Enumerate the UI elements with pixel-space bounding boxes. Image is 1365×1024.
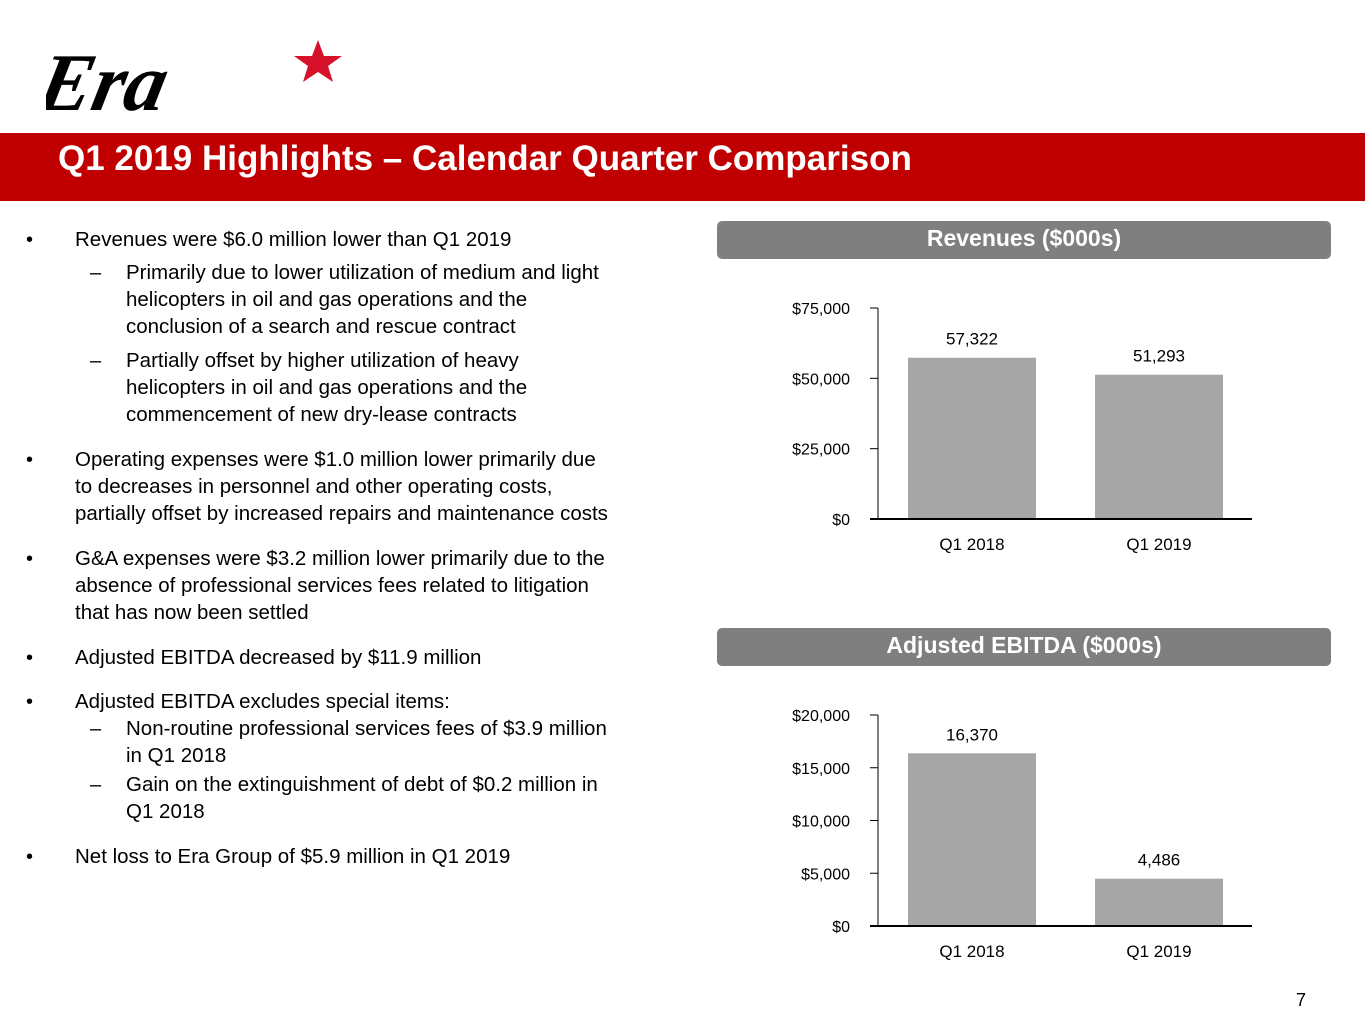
sub-bullet-marker: – bbox=[90, 262, 102, 284]
y-tick-label: $0 bbox=[832, 512, 850, 529]
bullet-text: absence of professional services fees re… bbox=[75, 574, 589, 597]
y-tick-label: $10,000 bbox=[792, 814, 850, 831]
bar-value-label: 4,486 bbox=[1138, 851, 1181, 870]
page-number: 7 bbox=[1296, 990, 1307, 1010]
sub-bullet-text: Partially offset by higher utilization o… bbox=[126, 349, 519, 372]
sub-bullet-marker: – bbox=[90, 718, 102, 740]
sub-bullet-text: helicopters in oil and gas operations an… bbox=[126, 288, 528, 311]
sub-bullet-text: Q1 2018 bbox=[126, 800, 205, 823]
revenues-bar-chart: $0 $25,000 $50,000 $75,000 57,322 Q1 2018 51,2… bbox=[792, 301, 1252, 554]
bar-value-label: 57,322 bbox=[946, 330, 998, 349]
bar bbox=[908, 357, 1036, 519]
category-label: Q1 2019 bbox=[1126, 942, 1191, 961]
bullet-text: Revenues were $6.0 million lower than Q1… bbox=[75, 228, 512, 251]
bullet-marker: • bbox=[26, 449, 34, 471]
star-icon bbox=[294, 40, 342, 82]
bullet-text: Net loss to Era Group of $5.9 million in… bbox=[75, 845, 511, 868]
y-tick-label: $25,000 bbox=[792, 442, 850, 459]
page-title: Q1 2019 Highlights – Calendar Quarter Co… bbox=[58, 139, 912, 178]
revenues-chart-title: Revenues ($000s) bbox=[926, 225, 1122, 251]
ebitda-chart: $0 $5,000 $10,000 $15,000 $20,000 16,370 Q1 20… bbox=[700, 690, 1340, 980]
ebitda-bar-chart: $0 $5,000 $10,000 $15,000 $20,000 16,370 Q1 20… bbox=[792, 708, 1252, 961]
sub-bullet-text: Gain on the extinguishment of debt of $0… bbox=[126, 773, 598, 796]
era-logo: Era bbox=[46, 37, 342, 120]
bar bbox=[1095, 878, 1223, 926]
ebitda-chart-title: Adjusted EBITDA ($000s) bbox=[886, 632, 1162, 658]
y-tick-label: $15,000 bbox=[792, 761, 850, 778]
y-tick-label: $20,000 bbox=[792, 708, 850, 725]
bullet-text: Adjusted EBITDA decreased by $11.9 milli… bbox=[75, 646, 482, 669]
sub-bullet-text: Non-routine professional services fees o… bbox=[126, 717, 607, 740]
category-label: Q1 2019 bbox=[1126, 535, 1191, 554]
bar bbox=[908, 753, 1036, 926]
bullet-marker: • bbox=[26, 647, 34, 669]
bar-value-label: 51,293 bbox=[1133, 347, 1185, 366]
revenues-chart-header bbox=[717, 221, 1331, 259]
y-tick-label: $5,000 bbox=[801, 866, 850, 883]
sub-bullet-text: conclusion of a search and rescue contra… bbox=[126, 315, 516, 338]
ebitda-chart-header bbox=[717, 628, 1331, 666]
category-label: Q1 2018 bbox=[939, 535, 1004, 554]
bullet-text: Operating expenses were $1.0 million low… bbox=[75, 448, 596, 471]
y-tick-label: $50,000 bbox=[792, 371, 850, 388]
bullet-text: to decreases in personnel and other oper… bbox=[75, 475, 553, 498]
highlights-list: • Revenues were $6.0 million lower than … bbox=[26, 228, 608, 868]
bullet-marker: • bbox=[26, 846, 34, 868]
sub-bullet-marker: – bbox=[90, 774, 102, 796]
sub-bullet-text: helicopters in oil and gas operations an… bbox=[126, 376, 528, 399]
bullet-marker: • bbox=[26, 691, 34, 713]
bullet-marker: • bbox=[26, 548, 34, 570]
y-tick-label: $0 bbox=[832, 919, 850, 936]
sub-bullet-text: in Q1 2018 bbox=[126, 744, 227, 767]
y-tick-label: $75,000 bbox=[792, 301, 850, 318]
bar bbox=[1095, 374, 1223, 519]
revenues-chart: $0 $25,000 $50,000 $75,000 57,322 Q1 2018 51,2… bbox=[700, 280, 1340, 580]
logo-text: Era bbox=[46, 37, 177, 120]
sub-bullet-marker: – bbox=[90, 350, 102, 372]
bullet-text: partially offset by increased repairs an… bbox=[75, 502, 608, 525]
bar-value-label: 16,370 bbox=[946, 725, 998, 744]
category-label: Q1 2018 bbox=[939, 942, 1004, 961]
sub-bullet-text: Primarily due to lower utilization of me… bbox=[126, 261, 599, 284]
sub-bullet-text: commencement of new dry-lease contracts bbox=[126, 403, 517, 426]
bullet-text: G&A expenses were $3.2 million lower pri… bbox=[75, 547, 605, 570]
bullet-marker: • bbox=[26, 229, 34, 251]
title-bar bbox=[0, 133, 1365, 201]
bullet-text: Adjusted EBITDA excludes special items: bbox=[75, 690, 450, 713]
bullet-text: that has now been settled bbox=[75, 601, 309, 624]
